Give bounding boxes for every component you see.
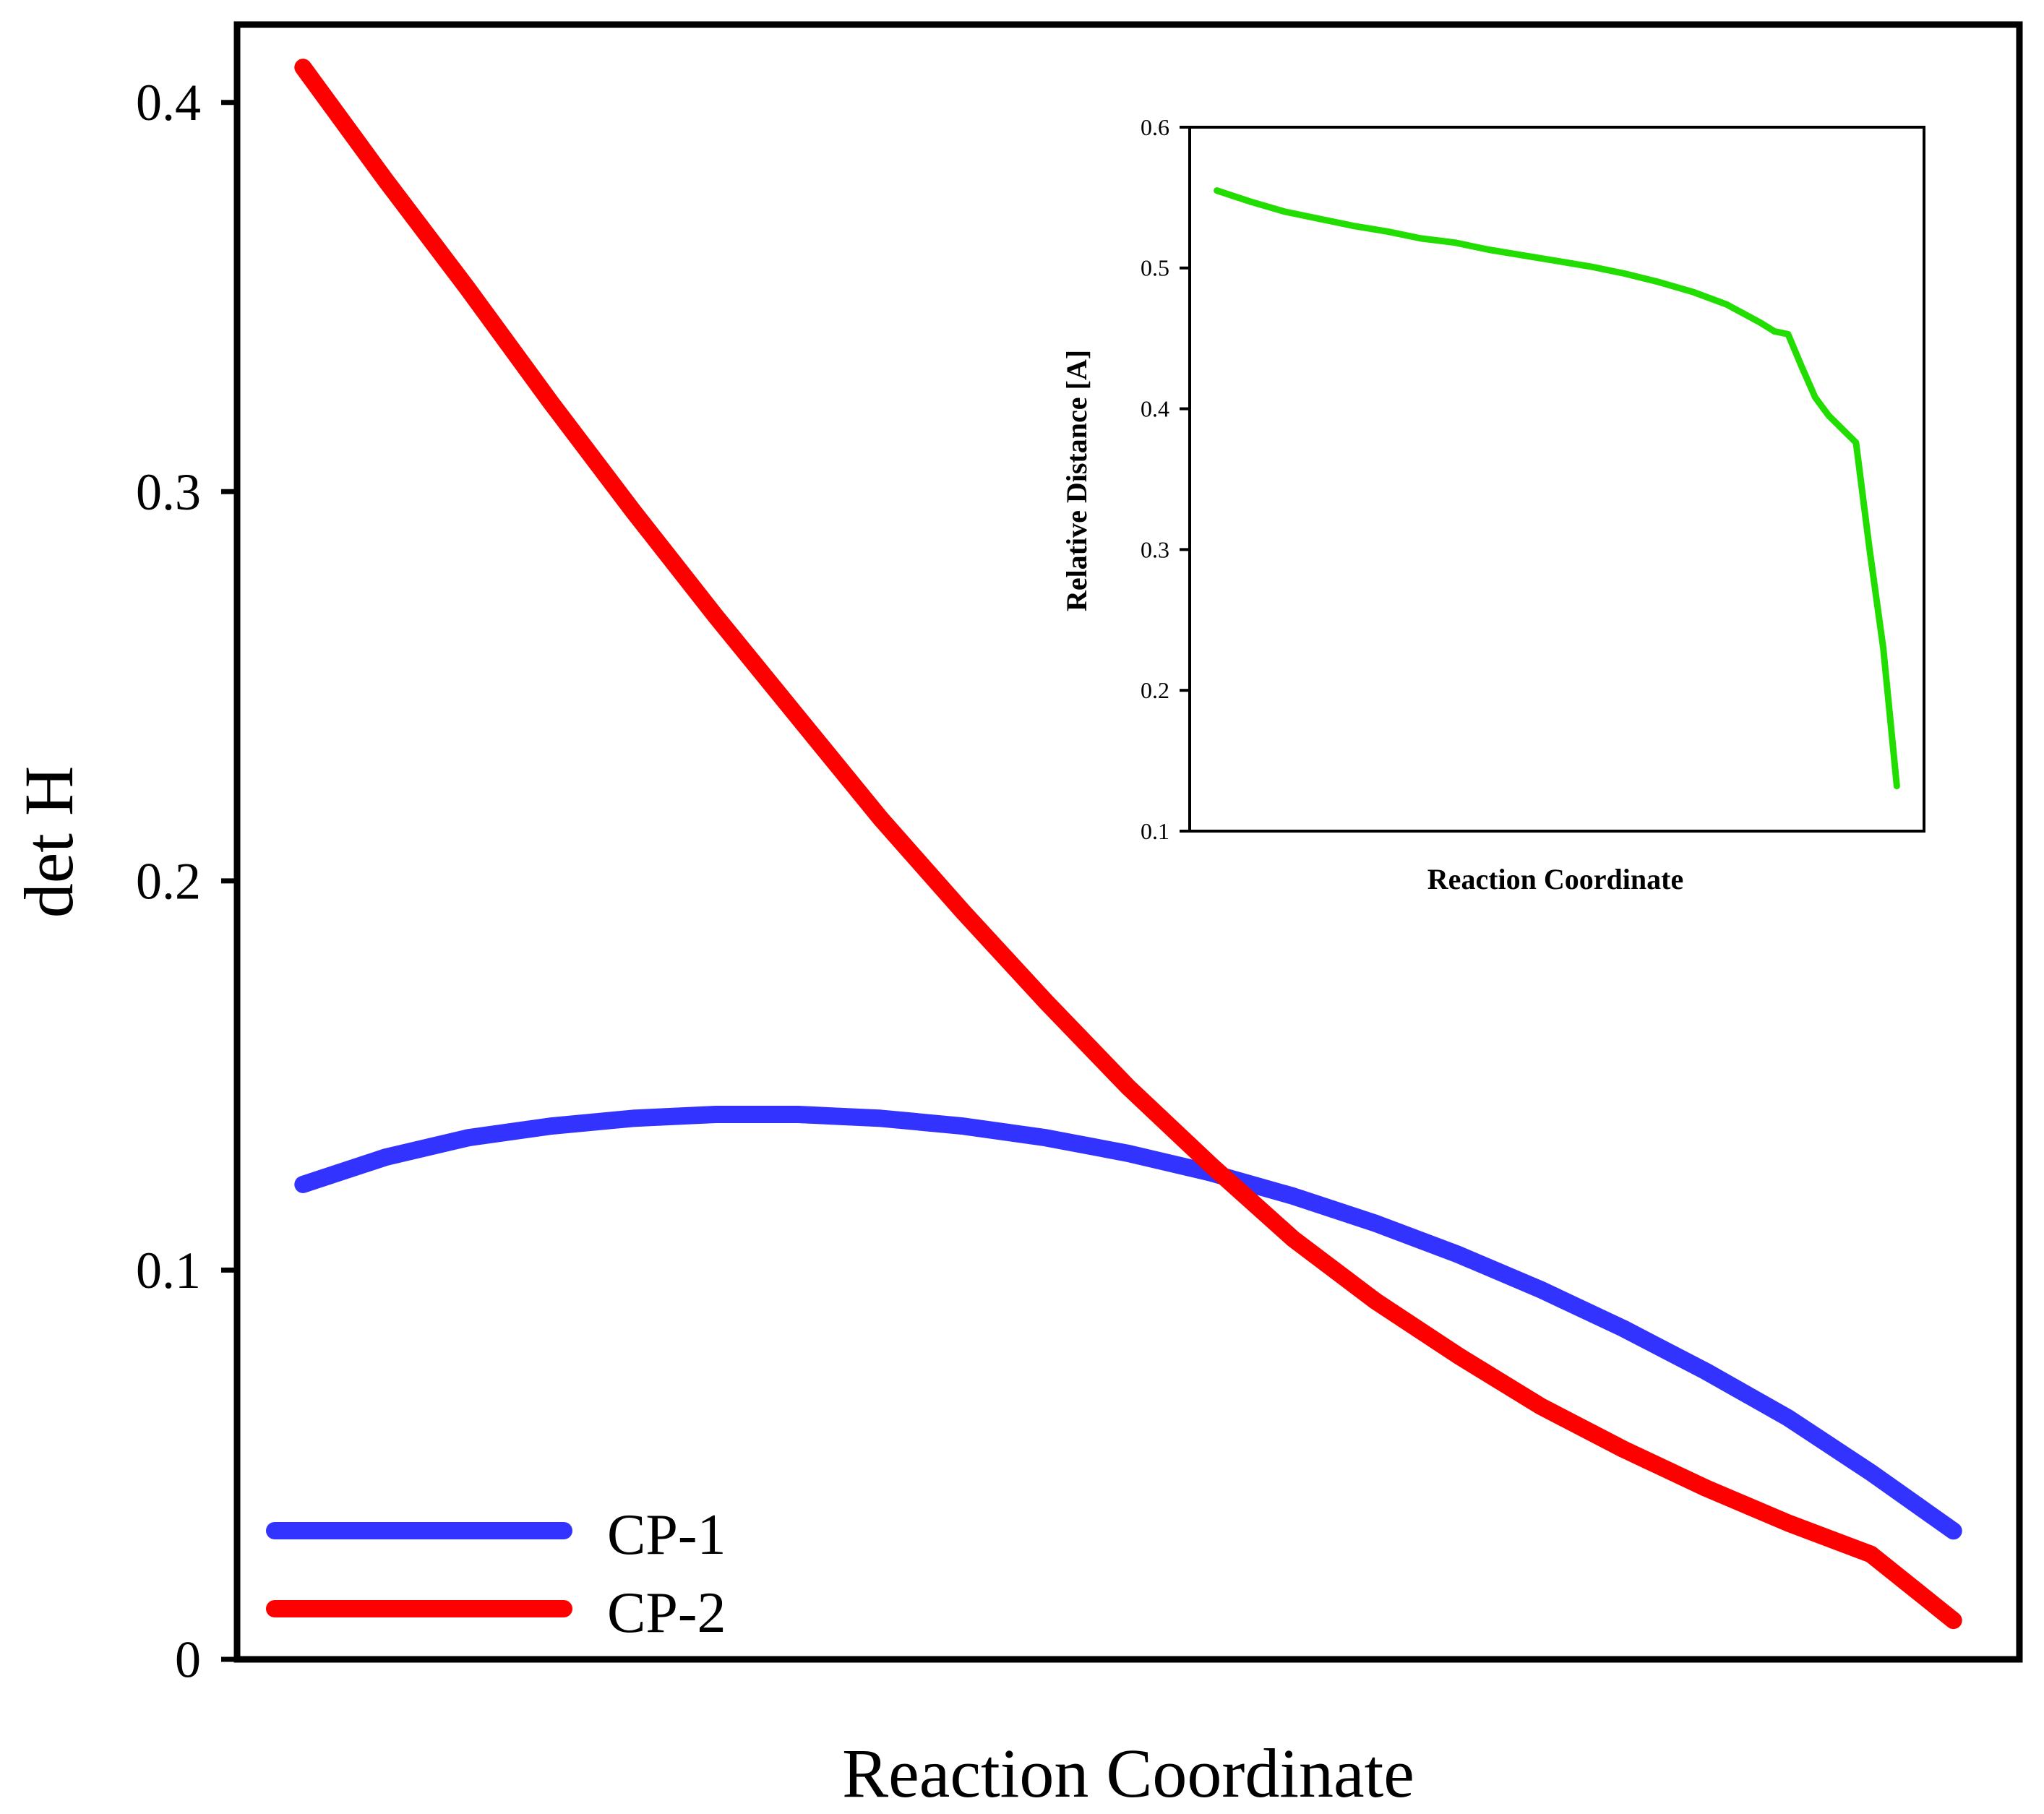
inset-y-axis: 0.1 0.2 0.3 0.4 0.5 0.6 — [1141, 114, 1190, 844]
main-y-tick-label-0-4: 0.4 — [136, 74, 201, 132]
inset-chart: 0.1 0.2 0.3 0.4 0.5 0.6 Reaction Coordinate R… — [1060, 114, 1925, 895]
legend-label-cp-1: CP-1 — [607, 1503, 726, 1567]
inset-x-axis-label: Reaction Coordinate — [1427, 863, 1683, 895]
inset-y-tick-label-0-1: 0.1 — [1141, 818, 1169, 844]
main-x-axis-label: Reaction Coordinate — [842, 1735, 1414, 1812]
main-chart: 00.10.20.30.4 Reaction Coordinate det H … — [10, 21, 2023, 1812]
inset-series-group — [1214, 187, 1900, 790]
main-series-cp-2-line — [294, 59, 1962, 1630]
inset-y-tick-label-0-6: 0.6 — [1141, 114, 1169, 140]
inset-series-relative-distance-line — [1214, 187, 1900, 790]
main-plot-frame — [233, 21, 2023, 1663]
main-y-tick-label-0-2: 0.2 — [136, 852, 201, 910]
inset-y-tick-label-0-3: 0.3 — [1141, 536, 1169, 562]
inset-y-axis-label: Relative Distance [A] — [1060, 350, 1093, 611]
main-y-axis-label: det H — [10, 766, 87, 919]
inset-plot-frame — [1188, 126, 1925, 833]
main-series-cp-1-line — [294, 1106, 1962, 1540]
legend-item-cp-2: CP-2 — [266, 1581, 726, 1645]
legend-label-cp-2: CP-2 — [607, 1581, 726, 1645]
inset-y-tick-label-0-5: 0.5 — [1141, 255, 1169, 281]
main-y-axis: 0 0.1 0.2 0.3 0.4 — [136, 74, 237, 1688]
main-series-group — [294, 59, 1962, 1630]
main-y-tick-label-0: 0 — [175, 1630, 201, 1688]
legend-item-cp-1: CP-1 — [266, 1503, 726, 1567]
inset-y-tick-label-0-2: 0.2 — [1141, 677, 1169, 703]
legend: CP-1 CP-2 — [266, 1503, 726, 1645]
main-y-tick-label-0-3: 0.3 — [136, 463, 201, 521]
inset-y-tick-label-0-4: 0.4 — [1141, 395, 1169, 421]
main-y-tick-label-0-1: 0.1 — [136, 1242, 201, 1299]
